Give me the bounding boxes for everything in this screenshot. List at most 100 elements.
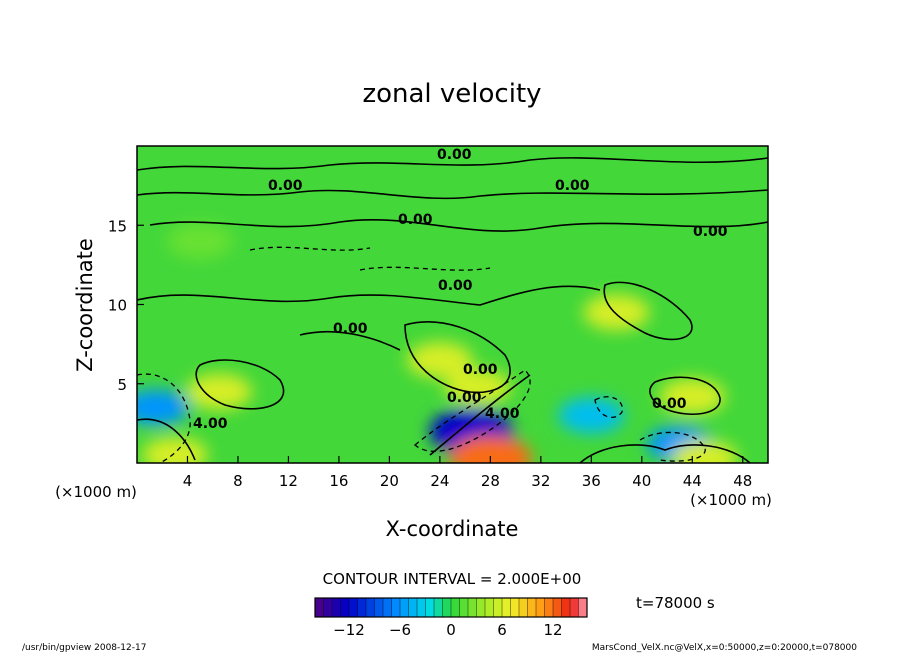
contour-line xyxy=(429,374,531,456)
colorbar-cell xyxy=(493,597,503,618)
colorbar-cell xyxy=(484,597,495,618)
colorbar-tick-label: 6 xyxy=(497,621,507,639)
contour-dashed-line xyxy=(594,396,623,418)
contour-line xyxy=(649,376,721,416)
y-tick-label: 15 xyxy=(108,217,127,235)
colorbar-cells xyxy=(314,597,588,618)
colorbar-tick-label: −6 xyxy=(389,621,411,639)
colorbar-cell xyxy=(425,597,435,618)
colorbar-cell xyxy=(382,597,393,618)
colorbar-cell xyxy=(340,597,350,618)
colorbar-cell xyxy=(348,597,359,618)
x-unit-right: (×1000 m) xyxy=(690,491,772,509)
colorbar-cell xyxy=(552,597,563,618)
contour-dashed-line xyxy=(413,369,531,452)
contour-line xyxy=(579,444,751,463)
colorbar-cell xyxy=(476,597,486,618)
contour-dashed-line xyxy=(137,373,191,463)
x-tick-label: 28 xyxy=(481,472,500,490)
x-tick-label: 48 xyxy=(733,472,752,490)
contour-label: 0.00 xyxy=(268,178,303,194)
contour-dashed-line xyxy=(359,266,491,271)
colorbar-cell xyxy=(323,597,333,618)
contour-line xyxy=(137,157,768,171)
field-blob xyxy=(444,368,511,405)
contour-line xyxy=(137,285,601,306)
colorbar-cell xyxy=(399,597,410,618)
colorbar-cell xyxy=(467,597,478,618)
colorbar-cell xyxy=(357,597,367,618)
colorbar-cell xyxy=(569,597,580,618)
time-label: t=78000 s xyxy=(636,594,715,612)
contour-label: 0.00 xyxy=(438,278,473,294)
contour-label: 0.00 xyxy=(333,321,368,337)
contour-label: 4.00 xyxy=(193,416,228,432)
x-tick-label: 32 xyxy=(531,472,550,490)
field-blob xyxy=(659,378,726,415)
contour-dashed-line xyxy=(639,431,706,462)
contour-label: 0.00 xyxy=(652,396,687,412)
footer-left: /usr/bin/gpview 2008-12-17 xyxy=(22,643,146,653)
colorbar-cell xyxy=(374,597,384,618)
x-tick-label: 12 xyxy=(279,472,298,490)
colorbar-cell xyxy=(433,597,444,618)
contour-line xyxy=(299,330,401,351)
colorbar-cell xyxy=(459,597,469,618)
contour-line xyxy=(195,359,285,410)
colorbar-cell xyxy=(365,597,376,618)
plot-area: 0.000.00 0.000.000.000.000.000.004.000.00… xyxy=(108,145,769,490)
x-axis-label: X-coordinate xyxy=(386,517,519,541)
colorbar-ticks: −12 −6 0 6 12 xyxy=(333,621,562,639)
contour-label: 0.00 xyxy=(437,147,472,163)
x-tick-label: 8 xyxy=(233,472,243,490)
x-tick-label: 40 xyxy=(632,472,651,490)
x-tick-label: 36 xyxy=(582,472,601,490)
colorbar-cell xyxy=(314,597,325,618)
chart-title: zonal velocity xyxy=(362,79,541,109)
colorbar-cell xyxy=(527,597,537,618)
contour-line xyxy=(149,219,768,232)
x-tick-label: 16 xyxy=(329,472,348,490)
y-axis-label: Z-coordinate xyxy=(73,238,97,372)
field-blob xyxy=(167,223,234,260)
x-tick-label: 24 xyxy=(430,472,449,490)
x-tick-label: 44 xyxy=(683,472,702,490)
contour-label: 0.00 xyxy=(463,362,498,378)
contour-label: 0.00 xyxy=(447,390,482,406)
y-tick-label: 5 xyxy=(117,376,127,394)
colorbar-cell xyxy=(578,597,588,618)
contour-label: 0.00 xyxy=(398,212,433,228)
contour-dashed-lines xyxy=(137,246,706,463)
x-unit-left: (×1000 m) xyxy=(55,483,137,501)
colorbar: −12 −6 0 6 12 xyxy=(314,597,588,639)
contour-label: 0.00 xyxy=(693,224,728,240)
colorbar-cell xyxy=(544,597,554,618)
colorbar-cell xyxy=(518,597,529,618)
contour-labels: 0.000.00 0.000.000.000.000.000.004.000.00… xyxy=(193,147,728,432)
field-blob xyxy=(141,437,208,463)
colorbar-tick-label: 0 xyxy=(446,621,456,639)
colorbar-cell xyxy=(408,597,418,618)
field-blobs xyxy=(137,223,738,463)
colorbar-cell xyxy=(450,597,461,618)
x-tick-label: 20 xyxy=(380,472,399,490)
footer-right: MarsCond_VelX.nc@VelX,x=0:50000,z=0:2000… xyxy=(592,643,857,653)
field-blob xyxy=(137,389,189,426)
x-tick-label: 4 xyxy=(183,472,193,490)
colorbar-cell xyxy=(501,597,512,618)
x-tick-marks: 4 8 12 16 20 24 28 32 36 40 44 48 xyxy=(183,456,752,490)
contour-dashed-line xyxy=(249,246,371,251)
field-blob xyxy=(186,373,253,410)
y-tick-marks: 5 10 15 xyxy=(108,217,144,394)
contour-label: 4.00 xyxy=(485,406,520,422)
colorbar-cell xyxy=(416,597,427,618)
colorbar-cell xyxy=(391,597,401,618)
contour-line xyxy=(137,189,768,200)
contour-interval: CONTOUR INTERVAL = 2.000E+00 xyxy=(323,570,582,588)
y-tick-label: 10 xyxy=(108,297,127,315)
colorbar-cell xyxy=(442,597,452,618)
contour-line xyxy=(603,281,693,341)
contour-label: 0.00 xyxy=(555,178,590,194)
colorbar-cell xyxy=(331,597,342,618)
